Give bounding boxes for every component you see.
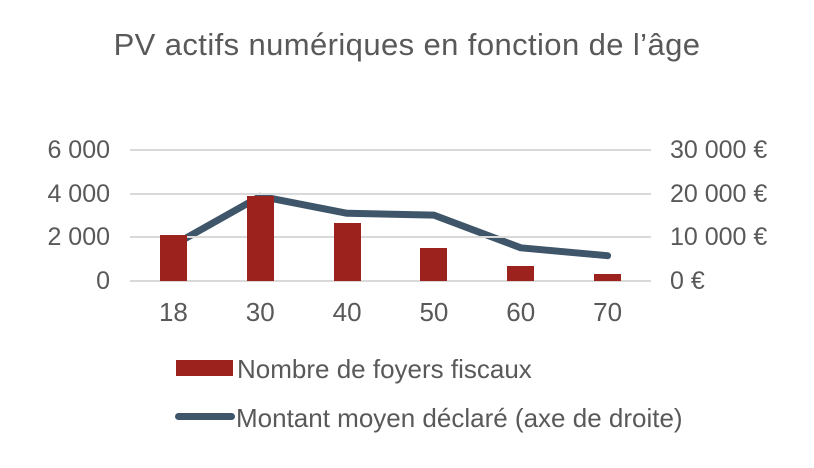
bar-60 — [507, 265, 535, 281]
bar-40 — [333, 223, 361, 281]
x-axis-label-60: 60 — [506, 297, 536, 327]
y-axis-left-tick-label: 0 — [96, 267, 110, 295]
gridline — [130, 236, 651, 239]
y-axis-left-tick-label: 6 000 — [47, 136, 110, 164]
gridline — [130, 149, 651, 151]
gridline — [130, 192, 651, 195]
bar-30 — [246, 195, 274, 281]
legend-swatch-line — [175, 413, 235, 420]
x-axis-label-50: 50 — [419, 297, 449, 327]
x-axis-label-18: 18 — [158, 297, 188, 327]
y-axis-left-tick-label: 4 000 — [47, 179, 110, 208]
bar-18 — [159, 235, 187, 281]
legend-label-bars: Nombre de foyers fiscaux — [237, 354, 532, 384]
y-axis-right-tick-label: 30 000 € — [670, 136, 768, 164]
y-axis-right-tick-label: 10 000 € — [670, 223, 768, 252]
legend-label-line: Montant moyen déclaré (axe de droite) — [236, 403, 683, 433]
x-axis-label-70: 70 — [593, 297, 623, 327]
bar-70 — [594, 274, 622, 281]
y-axis-right-tick-label: 20 000 € — [670, 179, 768, 208]
y-axis-left-tick-label: 2 000 — [47, 223, 110, 252]
gridline — [130, 280, 651, 282]
chart-title: PV actifs numériques en fonction de l’âg… — [113, 27, 701, 62]
y-axis-right-tick-label: 0 € — [670, 267, 705, 295]
trend-line — [169, 192, 612, 260]
x-axis-label-30: 30 — [245, 297, 275, 327]
bar-50 — [420, 248, 448, 281]
x-axis-label-40: 40 — [332, 297, 362, 327]
legend-swatch-bars — [176, 360, 233, 376]
